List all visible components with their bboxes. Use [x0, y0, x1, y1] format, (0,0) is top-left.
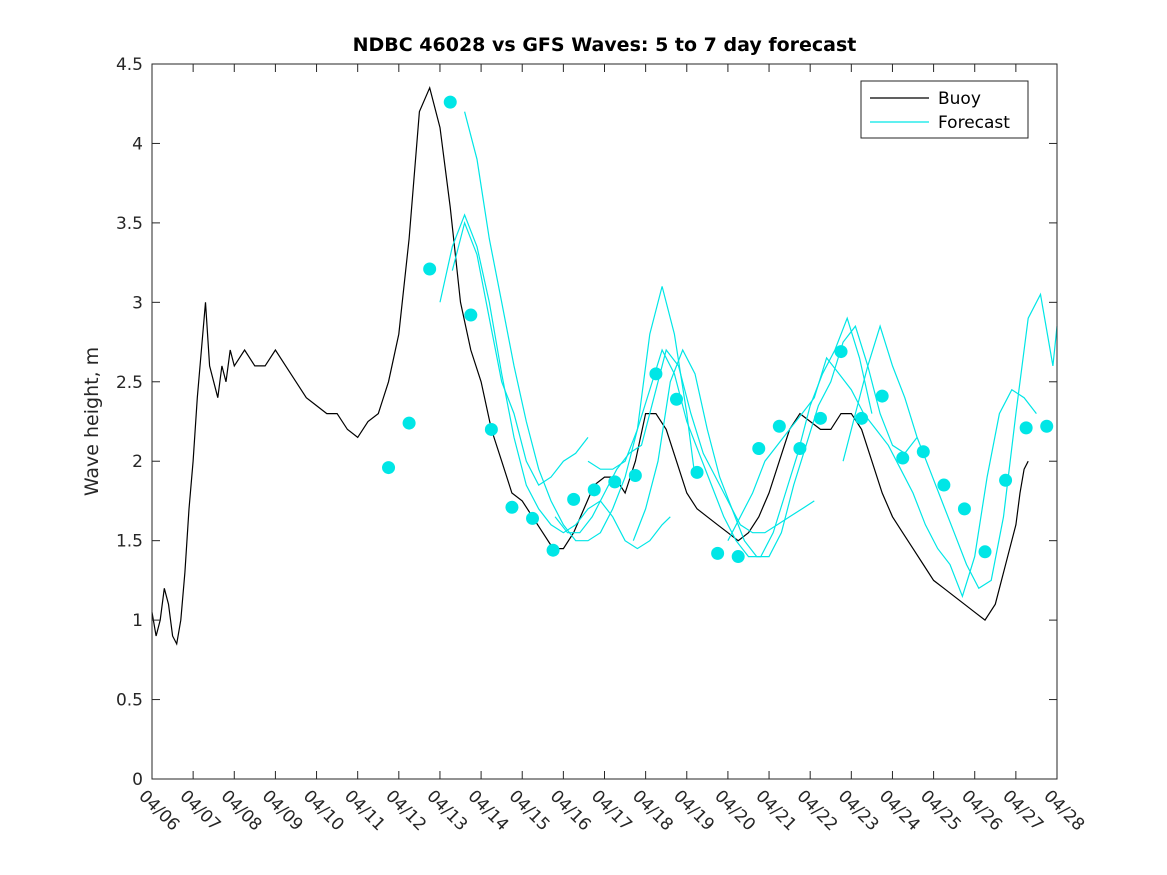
x-tick-label: 04/19: [669, 786, 718, 835]
forecast-point: [1040, 419, 1054, 433]
legend-box: [860, 80, 1029, 139]
x-tick-label: 04/27: [998, 786, 1047, 835]
forecast-point: [628, 469, 642, 483]
x-tick-label: 04/25: [916, 786, 965, 835]
forecast-point: [711, 546, 725, 560]
x-tick-label: 04/22: [793, 786, 842, 835]
x-tick-label: 04/07: [176, 786, 225, 835]
y-tick-label: 0: [132, 770, 143, 790]
x-tick-label: 04/10: [299, 786, 348, 835]
forecast-point: [546, 543, 560, 557]
x-tick-label: 04/18: [628, 786, 677, 835]
forecast-point: [443, 95, 457, 109]
forecast-point: [855, 411, 869, 425]
forecast-point: [505, 500, 519, 514]
x-tick-label: 04/21: [752, 786, 801, 835]
series-line-forecast-run-6: [727, 356, 1037, 599]
forecast-point: [978, 545, 992, 559]
forecast-point: [484, 422, 498, 436]
series-line-forecast-run-5: [632, 324, 918, 558]
forecast-point: [526, 511, 540, 525]
forecast-point: [752, 442, 766, 456]
forecast-point: [916, 445, 930, 459]
y-tick-label: 4.5: [116, 55, 143, 75]
x-tick-label: 04/15: [505, 786, 554, 835]
forecast-point: [875, 389, 889, 403]
legend-label-forecast: Forecast: [938, 113, 1010, 133]
forecast-point: [957, 502, 971, 516]
y-tick-label: 2: [132, 452, 143, 472]
forecast-point: [731, 550, 745, 564]
x-tick-label: 04/06: [134, 786, 183, 835]
forecast-point: [690, 465, 704, 479]
x-tick-label: 04/12: [381, 786, 430, 835]
x-tick-label: 04/17: [587, 786, 636, 835]
forecast-point: [772, 419, 786, 433]
y-tick-label: 4: [132, 134, 143, 154]
x-tick-label: 04/20: [710, 786, 759, 835]
series-line-forecast-run-4: [587, 316, 873, 558]
x-tick-label: 04/24: [875, 786, 924, 835]
series-line-forecast-run-0: [451, 220, 589, 486]
forecast-point: [649, 367, 663, 381]
forecast-point: [423, 262, 437, 276]
series-line-forecast-run-3: [554, 348, 815, 534]
y-axis-label: Wave height, m: [81, 347, 103, 496]
plot-area: [151, 64, 1058, 779]
x-tick-label: 04/23: [834, 786, 883, 835]
x-tick-label: 04/11: [340, 786, 389, 835]
series-line-forecast-run-7: [842, 292, 1058, 590]
forecast-point: [402, 416, 416, 430]
forecast-point: [999, 473, 1013, 487]
legend-label-buoy: Buoy: [938, 89, 981, 109]
legend: Buoy Forecast: [860, 80, 1029, 139]
y-tick-label: 0.5: [116, 691, 143, 711]
x-tick-label: 04/08: [217, 786, 266, 835]
forecast-point: [567, 492, 581, 506]
forecast-point: [608, 475, 622, 489]
series-line-forecast-run-1: [439, 213, 671, 550]
forecast-point: [793, 442, 807, 456]
forecast-point: [834, 345, 848, 359]
series-line-buoy: [151, 85, 1029, 646]
y-tick-label: 1: [132, 611, 143, 631]
chart-title: NDBC 46028 vs GFS Waves: 5 to 7 day fore…: [353, 34, 857, 56]
x-tick-label: 04/09: [258, 786, 307, 835]
y-tick-label: 3: [132, 293, 143, 313]
x-tick-label: 04/13: [422, 786, 471, 835]
y-tick-label: 3.5: [116, 214, 143, 234]
forecast-point: [382, 461, 396, 475]
forecast-point: [1019, 421, 1033, 435]
forecast-point: [587, 483, 601, 497]
forecast-point: [813, 411, 827, 425]
y-tick-label: 2.5: [116, 373, 143, 393]
forecast-point: [669, 392, 683, 406]
x-tick-label: 04/26: [957, 786, 1006, 835]
plot-background: [152, 64, 1057, 779]
forecast-point: [896, 451, 910, 465]
x-tick-label: 04/16: [546, 786, 595, 835]
x-tick-label: 04/14: [464, 786, 513, 835]
forecast-point: [937, 478, 951, 492]
series-line-forecast-run-2: [464, 111, 696, 542]
x-tick-label: 04/28: [1039, 786, 1088, 835]
forecast-point: [464, 308, 478, 322]
y-tick-label: 1.5: [116, 532, 143, 552]
